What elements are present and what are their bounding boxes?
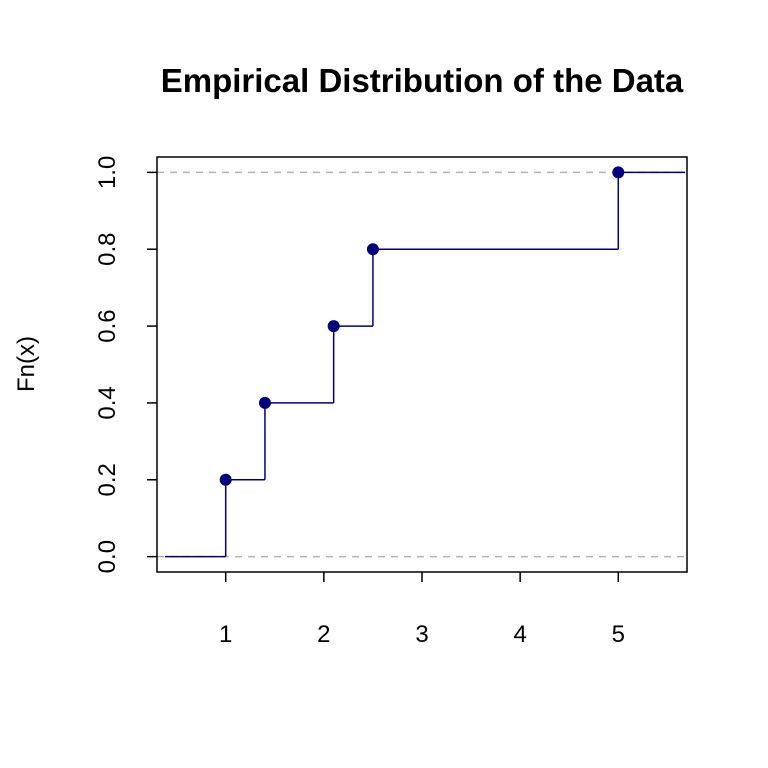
y-tick-label: 0.0 bbox=[94, 540, 121, 573]
x-tick-label: 2 bbox=[317, 621, 330, 648]
y-axis: 0.0 0.2 0.4 0.6 0.8 1.0 bbox=[94, 156, 157, 573]
y-tick-label: 0.2 bbox=[94, 463, 121, 496]
data-point-4 bbox=[366, 243, 379, 256]
y-tick-label: 0.6 bbox=[94, 309, 121, 342]
x-tick-label: 1 bbox=[219, 621, 232, 648]
y-tick-label: 0.8 bbox=[94, 233, 121, 266]
x-tick-label: 4 bbox=[513, 621, 526, 648]
plot-frame bbox=[156, 156, 688, 573]
y-tick-label: 1.0 bbox=[94, 156, 121, 189]
chart-title: Empirical Distribution of the Data bbox=[161, 62, 684, 99]
reference-lines bbox=[157, 171, 687, 558]
y-axis-label: Fn(x) bbox=[13, 336, 40, 392]
x-tick-label: 3 bbox=[415, 621, 428, 648]
data-point-5 bbox=[612, 166, 625, 179]
step-series bbox=[165, 171, 685, 558]
x-axis: 1 2 3 4 5 bbox=[219, 572, 625, 648]
x-tick-label: 5 bbox=[612, 621, 625, 648]
data-points bbox=[219, 166, 625, 486]
y-tick-label: 0.4 bbox=[94, 386, 121, 419]
data-point-2 bbox=[258, 396, 271, 409]
data-point-1 bbox=[219, 473, 232, 486]
data-point-3 bbox=[327, 320, 340, 333]
